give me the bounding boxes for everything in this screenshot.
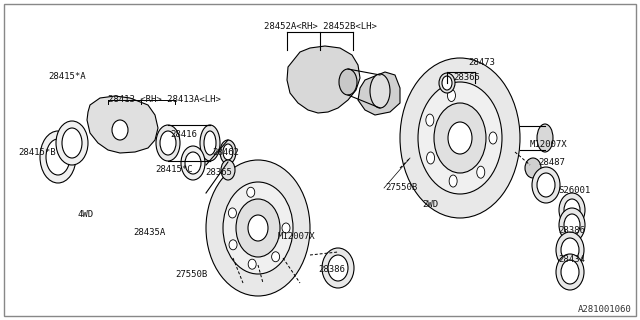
- Ellipse shape: [328, 255, 348, 281]
- Ellipse shape: [339, 69, 357, 95]
- Ellipse shape: [537, 124, 553, 152]
- Ellipse shape: [477, 166, 484, 178]
- Ellipse shape: [370, 74, 390, 108]
- Ellipse shape: [559, 193, 585, 227]
- Polygon shape: [358, 72, 400, 115]
- Ellipse shape: [62, 128, 82, 158]
- Ellipse shape: [448, 122, 472, 154]
- Text: S26001: S26001: [558, 186, 590, 195]
- Ellipse shape: [449, 175, 457, 187]
- Ellipse shape: [181, 146, 205, 180]
- Text: M12007X: M12007X: [530, 140, 568, 149]
- Ellipse shape: [248, 259, 256, 269]
- Text: 28434: 28434: [558, 255, 585, 264]
- Ellipse shape: [537, 173, 555, 197]
- Text: 28413 <RH> 28413A<LH>: 28413 <RH> 28413A<LH>: [108, 95, 221, 104]
- Ellipse shape: [46, 139, 70, 175]
- Text: 27550B: 27550B: [175, 270, 207, 279]
- Text: M12007X: M12007X: [278, 232, 316, 241]
- Ellipse shape: [561, 260, 579, 284]
- Text: 28435A: 28435A: [133, 228, 165, 237]
- Text: 28473: 28473: [468, 58, 495, 67]
- Ellipse shape: [160, 131, 176, 155]
- Ellipse shape: [220, 140, 236, 164]
- Ellipse shape: [156, 125, 180, 161]
- Ellipse shape: [223, 144, 233, 160]
- Ellipse shape: [247, 187, 255, 197]
- Text: 4WD: 4WD: [78, 210, 94, 219]
- Ellipse shape: [400, 58, 520, 218]
- Ellipse shape: [564, 199, 580, 221]
- Ellipse shape: [427, 152, 435, 164]
- Text: 28452A<RH> 28452B<LH>: 28452A<RH> 28452B<LH>: [264, 22, 376, 31]
- Ellipse shape: [426, 114, 434, 126]
- Text: 28416: 28416: [170, 130, 197, 139]
- Text: 28365: 28365: [453, 73, 480, 82]
- Ellipse shape: [439, 73, 455, 93]
- Text: 28386: 28386: [558, 226, 585, 235]
- Ellipse shape: [204, 131, 216, 155]
- Text: 2WD: 2WD: [422, 200, 438, 209]
- Ellipse shape: [200, 125, 220, 161]
- Ellipse shape: [556, 232, 584, 268]
- Ellipse shape: [556, 254, 584, 290]
- Text: 28462: 28462: [212, 148, 239, 157]
- Ellipse shape: [221, 160, 235, 180]
- Polygon shape: [287, 46, 360, 113]
- Ellipse shape: [447, 90, 456, 101]
- Ellipse shape: [434, 103, 486, 173]
- Ellipse shape: [112, 120, 128, 140]
- Ellipse shape: [525, 158, 541, 178]
- Ellipse shape: [185, 152, 201, 174]
- Ellipse shape: [489, 132, 497, 144]
- Ellipse shape: [228, 208, 236, 218]
- Ellipse shape: [418, 82, 502, 194]
- Ellipse shape: [442, 76, 452, 90]
- Polygon shape: [87, 96, 158, 153]
- Ellipse shape: [532, 167, 560, 203]
- Text: 28487: 28487: [538, 158, 565, 167]
- Ellipse shape: [236, 199, 280, 257]
- Ellipse shape: [223, 182, 293, 274]
- Ellipse shape: [282, 223, 290, 233]
- Ellipse shape: [564, 214, 580, 236]
- Ellipse shape: [561, 238, 579, 262]
- Text: 28386: 28386: [318, 265, 345, 274]
- Text: 28415*B: 28415*B: [18, 148, 56, 157]
- Ellipse shape: [322, 248, 354, 288]
- Ellipse shape: [559, 208, 585, 242]
- Text: 28365: 28365: [205, 168, 232, 177]
- Text: 28415*C: 28415*C: [155, 165, 193, 174]
- Ellipse shape: [271, 252, 280, 262]
- Ellipse shape: [206, 160, 310, 296]
- Text: 28415*A: 28415*A: [48, 72, 86, 81]
- Text: 27550B: 27550B: [385, 183, 417, 192]
- Ellipse shape: [229, 240, 237, 250]
- Ellipse shape: [248, 215, 268, 241]
- Ellipse shape: [56, 121, 88, 165]
- Text: A281001060: A281001060: [579, 305, 632, 314]
- Ellipse shape: [40, 131, 76, 183]
